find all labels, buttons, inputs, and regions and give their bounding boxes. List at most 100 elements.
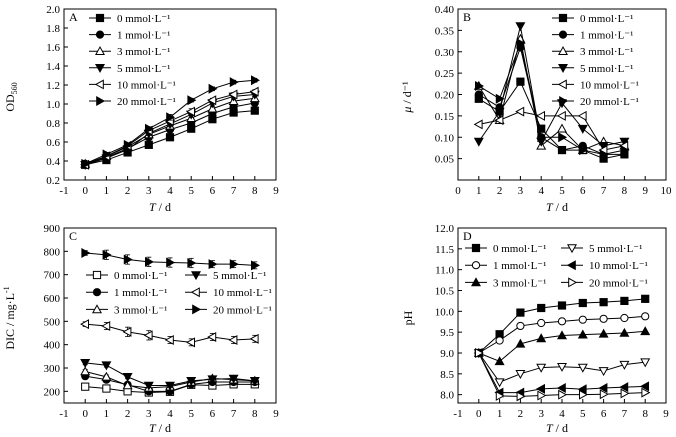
data-point <box>80 366 91 376</box>
panel-b-letter: B <box>463 10 471 24</box>
x-tick-label: 4 <box>167 408 173 420</box>
x-tick-label: -1 <box>59 408 68 420</box>
data-point <box>516 77 525 86</box>
y-tick-label: 0.25 <box>435 68 455 80</box>
y-tick-label: 10.0 <box>435 306 455 318</box>
data-point <box>577 329 588 339</box>
legend-label: 10 mmol·L⁻¹ <box>580 79 639 91</box>
panel-a-letter: A <box>69 10 78 24</box>
data-point <box>250 75 260 86</box>
panel-d-letter: D <box>463 229 472 243</box>
x-tick-label: 9 <box>273 408 279 420</box>
y-tick-label: 9.5 <box>440 327 454 339</box>
x-tick-label: 6 <box>601 408 607 420</box>
y-tick-label: 0.05 <box>435 154 455 166</box>
y-tick-label: 0.8 <box>46 118 60 130</box>
legend-label: 20 mmol·L⁻¹ <box>213 304 272 316</box>
data-point <box>144 123 154 134</box>
data-point <box>473 119 483 130</box>
y-axis-label: DIC / mg·L-1 <box>2 286 17 349</box>
legend-label: 1 mmol·L⁻¹ <box>580 30 633 42</box>
y-tick-label: 0.30 <box>435 47 455 59</box>
x-tick-label: 4 <box>538 185 544 197</box>
legend-marker <box>471 277 481 287</box>
data-point <box>144 256 154 267</box>
x-tick-label: 1 <box>497 408 503 420</box>
data-point <box>536 383 546 394</box>
data-point <box>641 294 650 303</box>
legend-label: 20 mmol·L⁻¹ <box>589 277 648 289</box>
data-point <box>187 258 197 268</box>
legend-label: 5 mmol·L⁻¹ <box>580 63 633 75</box>
x-tick-label: 3 <box>538 408 544 420</box>
data-point <box>598 328 609 338</box>
series-d-0 <box>474 294 650 358</box>
x-tick-label: 3 <box>518 185 524 197</box>
panel-d: D -1 0 1 2 3 4 5 6 7 8 9 8.0 8.5 9.0 9.5 10.0 10.5 11.0 11.… <box>401 223 669 435</box>
data-point <box>474 80 484 91</box>
x-tick-label: 5 <box>580 408 586 420</box>
data-point <box>166 257 176 268</box>
x-tick-label: 8 <box>252 185 258 197</box>
y-tick-label: 10.5 <box>435 286 455 298</box>
panel-c: C -1 0 1 2 3 4 5 6 7 8 9 200 300 400 500 600 700 800 900 T /… <box>2 223 279 435</box>
x-tick-label: 0 <box>455 185 461 197</box>
legend-marker <box>92 304 102 314</box>
legend-marker <box>95 46 105 56</box>
y-tick-label: 2.0 <box>46 4 60 16</box>
y-tick-label: 0.2 <box>46 175 60 187</box>
y-tick-label: 8.0 <box>440 390 454 402</box>
panel-a: A -1 0 1 2 3 4 5 6 7 8 9 0.2 0.4 0.6 0.8 1.0 1.2 1.4 1.6 1.8… <box>3 4 279 214</box>
data-point <box>536 110 546 121</box>
data-point <box>228 89 238 100</box>
x-tick-label: 9 <box>273 185 279 197</box>
data-point <box>473 137 484 147</box>
data-point <box>578 315 587 324</box>
data-point <box>641 387 651 398</box>
data-point <box>537 390 547 401</box>
legend-marker <box>92 288 102 297</box>
data-point <box>207 103 218 113</box>
data-point <box>81 382 90 391</box>
x-tick-label: 0 <box>82 408 88 420</box>
legend-label: 1 mmol·L⁻¹ <box>493 260 546 272</box>
data-point <box>229 77 239 88</box>
data-point <box>620 388 630 399</box>
legend-label: 10 mmol·L⁻¹ <box>213 287 272 299</box>
legend-label: 0 mmol·L⁻¹ <box>114 270 167 282</box>
data-point <box>640 381 650 392</box>
y-axis-label: μ / d⁻¹ <box>400 81 414 114</box>
legend-label: 3 mmol·L⁻¹ <box>117 46 170 58</box>
legend-label: 3 mmol·L⁻¹ <box>580 46 633 58</box>
data-point <box>620 313 629 323</box>
data-point <box>164 335 174 345</box>
x-axis-label: T / d <box>546 200 568 214</box>
y-tick-label: 11.0 <box>435 265 454 277</box>
data-point <box>578 298 587 308</box>
y-tick-label: 1.0 <box>46 99 60 111</box>
data-point <box>494 115 504 126</box>
x-tick-label: 9 <box>663 408 669 420</box>
x-tick-label: 10 <box>661 185 673 197</box>
legend-label: 10 mmol·L⁻¹ <box>589 260 648 272</box>
data-point <box>207 375 218 385</box>
data-point <box>557 317 567 326</box>
legend-marker <box>559 96 569 106</box>
data-point <box>537 318 546 328</box>
x-tick-label: 8 <box>642 408 648 420</box>
data-point <box>577 110 587 121</box>
data-point <box>620 296 629 306</box>
legend-label: 0 mmol·L⁻¹ <box>493 243 546 255</box>
data-point <box>537 132 547 143</box>
x-axis-label: T / d <box>149 421 171 435</box>
data-point <box>578 389 588 400</box>
data-point <box>557 330 567 340</box>
legend-marker <box>96 96 106 106</box>
x-tick-label: 6 <box>210 408 216 420</box>
data-point <box>101 321 111 331</box>
legend-marker <box>566 260 576 271</box>
data-point <box>102 149 112 160</box>
legend-marker <box>95 30 105 39</box>
y-tick-label: 1.8 <box>46 23 60 35</box>
